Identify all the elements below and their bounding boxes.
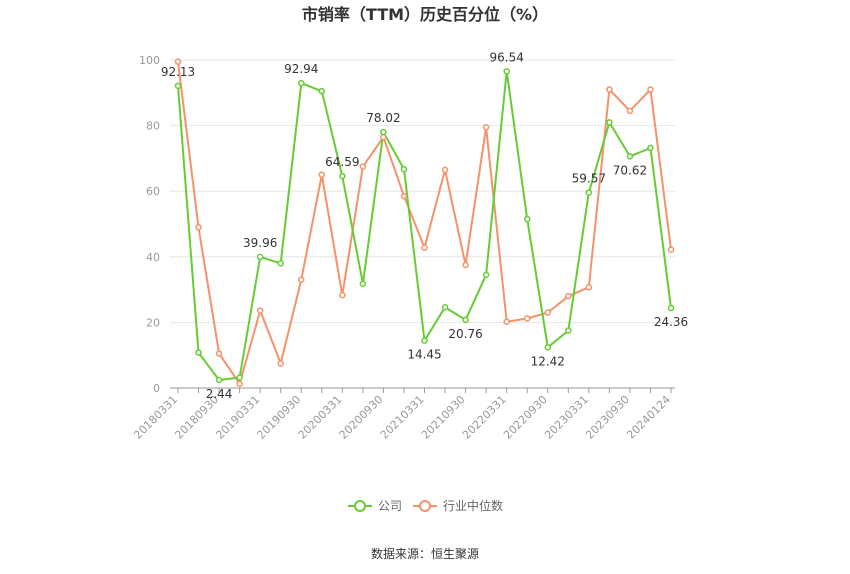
- y-tick-label: 40: [146, 251, 160, 264]
- grid-lines: [170, 59, 675, 323]
- data-label: 78.02: [366, 111, 400, 125]
- x-tick-label: 20240124: [624, 393, 673, 442]
- y-tick-label: 100: [139, 54, 160, 67]
- data-label: 24.36: [654, 315, 688, 329]
- industry-median-point: [606, 86, 613, 93]
- y-tick-label: 80: [146, 120, 160, 133]
- company-point: [195, 349, 202, 356]
- industry-median-point: [441, 166, 449, 174]
- company-point: [606, 119, 613, 126]
- industry-median-point: [544, 309, 551, 316]
- company-point: [441, 304, 449, 311]
- industry-median-point: [215, 350, 223, 357]
- industry-median-point: [585, 284, 593, 291]
- x-axis: [170, 387, 675, 393]
- legend-marker-company: [354, 500, 366, 512]
- data-label: 59.57: [572, 172, 606, 186]
- industry-median-point: [523, 315, 531, 322]
- industry-median-point: [667, 246, 675, 253]
- x-tick-label: 20230331: [542, 393, 591, 442]
- industry-median-point: [174, 58, 182, 65]
- industry-median-point: [503, 318, 510, 325]
- legend[interactable]: 公司 行业中位数: [348, 498, 503, 513]
- x-tick-label: 20220331: [460, 393, 509, 442]
- industry-median-point: [318, 171, 326, 179]
- company-point: [318, 87, 326, 95]
- industry-median-point: [277, 360, 284, 367]
- data-label: 92.94: [284, 62, 318, 76]
- data-label: 20.76: [448, 327, 482, 341]
- company-point: [503, 68, 510, 75]
- industry-median-point: [236, 380, 243, 387]
- industry-median-point: [482, 123, 490, 131]
- company-point: [359, 280, 367, 287]
- data-label: 92.13: [161, 65, 195, 79]
- company-point: [339, 172, 346, 180]
- data-label: 39.96: [243, 236, 277, 250]
- source-note: 数据来源：恒生聚源: [371, 546, 479, 561]
- industry-median-point: [359, 163, 367, 170]
- company-point: [380, 128, 387, 136]
- company-point: [462, 316, 469, 324]
- industry-median-point: [626, 107, 634, 115]
- x-tick-label: 20200331: [296, 393, 345, 442]
- industry-median-point: [195, 224, 202, 231]
- x-tick-label: 20180331: [131, 393, 180, 442]
- y-tick-label: 0: [153, 382, 160, 395]
- y-axis: 0 20 40 60 80 100: [139, 54, 160, 395]
- y-tick-label: 20: [146, 316, 160, 329]
- company-point: [298, 79, 305, 87]
- chart-title: 市销率（TTM）历史百分位（%）: [302, 5, 548, 24]
- company-point: [215, 376, 223, 384]
- company-point: [544, 344, 551, 351]
- company-point: [626, 153, 634, 160]
- x-tick-label: 20190930: [255, 393, 304, 442]
- data-labels: 92.13 2.44 39.96 92.94 64.59 78.02 14.45 20.76 9…: [161, 50, 688, 401]
- data-label: 14.45: [407, 348, 441, 362]
- company-point: [565, 327, 572, 334]
- company-point: [482, 271, 490, 279]
- x-tick-label: 20220930: [501, 393, 550, 442]
- x-tick-label: 20200930: [337, 393, 386, 442]
- legend-marker-industry: [419, 500, 431, 512]
- data-label: 2.44: [206, 387, 233, 401]
- legend-item-industry-median[interactable]: 行业中位数: [413, 498, 503, 513]
- data-label: 64.59: [325, 155, 359, 169]
- x-tick-label: 20210930: [419, 393, 468, 442]
- data-label: 70.62: [613, 163, 647, 177]
- industry-median-point: [565, 292, 572, 300]
- industry-median-point: [339, 291, 346, 299]
- legend-item-company[interactable]: 公司: [348, 499, 402, 513]
- company-point: [421, 337, 428, 344]
- legend-label-industry: 行业中位数: [443, 498, 503, 513]
- x-tick-label: 20230930: [583, 393, 632, 442]
- company-point: [585, 189, 593, 196]
- company-point: [647, 144, 654, 152]
- y-tick-label: 60: [146, 185, 160, 198]
- company-point: [236, 374, 243, 381]
- industry-median-point: [462, 261, 469, 269]
- x-tick-label: 20210331: [378, 393, 427, 442]
- data-label: 12.42: [531, 354, 565, 368]
- company-point: [256, 253, 264, 261]
- company-point: [667, 304, 675, 312]
- company-point: [174, 82, 182, 90]
- industry-median-point: [400, 192, 408, 200]
- data-label: 96.54: [489, 50, 523, 64]
- legend-label-company: 公司: [378, 499, 402, 513]
- company-point: [400, 165, 408, 173]
- company-line: [177, 70, 672, 381]
- company-point: [277, 260, 284, 267]
- series-lines: [177, 61, 672, 385]
- industry-median-point: [256, 307, 264, 314]
- company-point: [523, 215, 531, 223]
- industry-median-point: [421, 244, 428, 251]
- industry-median-point: [647, 86, 654, 93]
- series-points: [174, 58, 675, 387]
- industry-median-point: [298, 276, 305, 284]
